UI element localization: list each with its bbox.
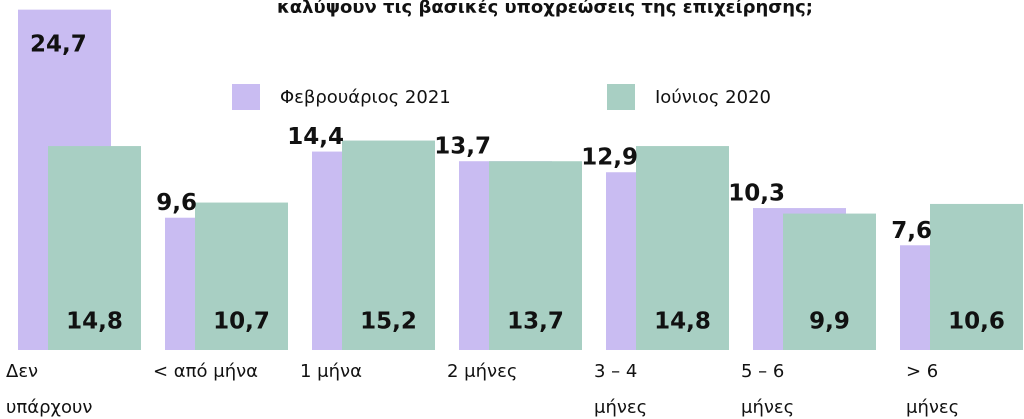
data-label: 9,6 xyxy=(156,190,197,216)
x-tick-label: > 6 xyxy=(906,361,938,382)
data-label: 10,6 xyxy=(948,309,1005,335)
x-tick-label: < από μήνα xyxy=(153,361,258,382)
x-tick-label: μήνες xyxy=(741,397,794,418)
chart-title: καλύψουν τις βασικές υποχρεώσεις της επι… xyxy=(277,0,813,18)
bar xyxy=(195,202,288,350)
data-label: 14,8 xyxy=(66,309,123,335)
data-label: 10,3 xyxy=(728,181,785,207)
legend-swatch xyxy=(607,84,635,110)
bar xyxy=(342,140,435,350)
data-label: 13,7 xyxy=(434,134,491,160)
x-tick-label: 3 – 4 xyxy=(594,361,637,382)
x-tick-label: Δεν xyxy=(6,361,38,382)
x-tick-label: μήνες xyxy=(594,397,647,418)
data-label: 15,2 xyxy=(360,309,417,335)
data-label: 13,7 xyxy=(507,309,564,335)
x-tick-label: μήνες xyxy=(906,397,959,418)
legend-label: Ιούνιος 2020 xyxy=(655,87,771,108)
bar xyxy=(783,213,876,350)
legend-swatch xyxy=(232,84,260,110)
data-label: 14,8 xyxy=(654,309,711,335)
data-label: 12,9 xyxy=(581,145,638,171)
data-label: 24,7 xyxy=(30,32,87,58)
legend-label: Φεβρουάριος 2021 xyxy=(280,87,451,108)
bar xyxy=(489,161,582,350)
data-label: 14,4 xyxy=(287,124,344,150)
bar xyxy=(48,146,141,350)
x-tick-label: 2 μήνες xyxy=(447,361,517,382)
data-label: 9,9 xyxy=(809,309,850,335)
x-tick-label: υπάρχουν xyxy=(6,397,92,418)
x-tick-label: 5 – 6 xyxy=(741,361,784,382)
x-tick-label: 1 μήνα xyxy=(300,361,362,382)
data-label: 7,6 xyxy=(891,218,932,244)
bar xyxy=(930,203,1023,350)
data-label: 10,7 xyxy=(213,309,270,335)
bar xyxy=(636,146,729,350)
